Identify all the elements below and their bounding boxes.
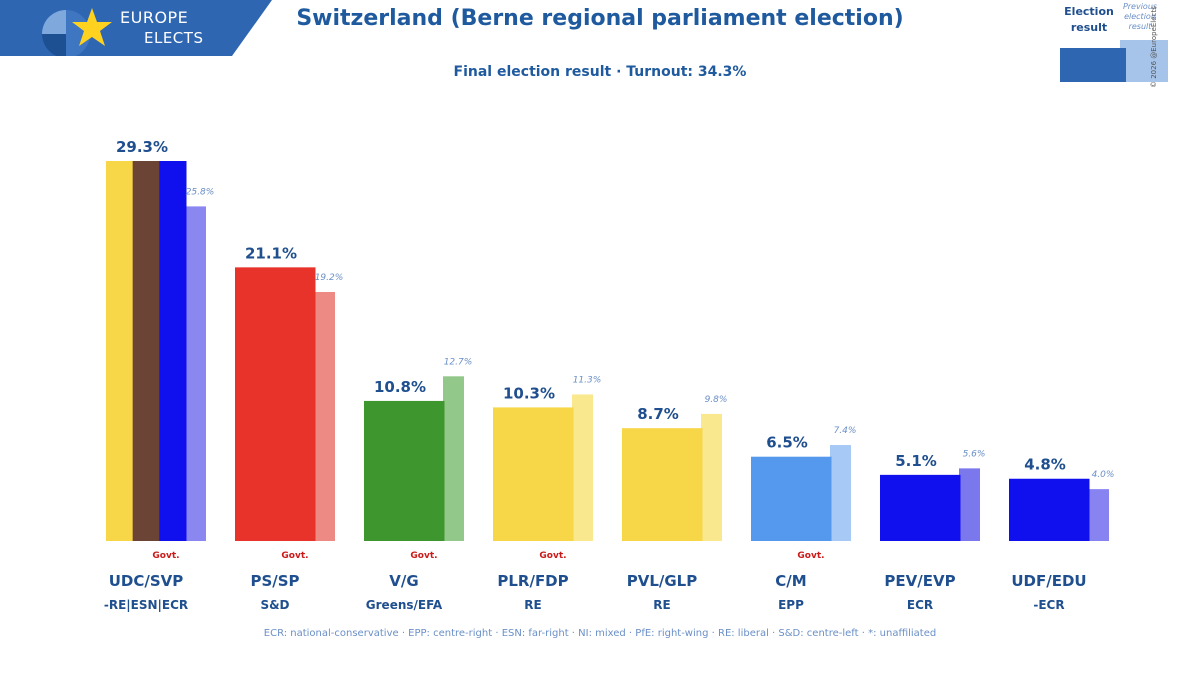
value-label: 8.7%	[637, 405, 679, 423]
previous-bar	[701, 413, 722, 541]
previous-value-label: 7.4%	[834, 426, 857, 436]
party-group-8	[1009, 478, 1109, 541]
legend-previous-label: Previous election result	[1122, 2, 1158, 31]
previous-bar	[959, 468, 980, 541]
party-group-3	[364, 376, 464, 541]
party-name-label: PVL/GLP	[627, 572, 698, 590]
party-name-label: UDC/SVP	[109, 572, 184, 590]
party-group-label: EPP	[778, 598, 804, 612]
result-bar	[364, 400, 445, 541]
party-group-label: RE	[524, 598, 541, 612]
value-label: 5.1%	[895, 452, 937, 470]
party-group-6	[751, 445, 851, 541]
result-bar	[235, 267, 316, 541]
value-label: 10.3%	[503, 384, 555, 402]
party-group-1	[106, 161, 206, 541]
previous-value-label: 4.0%	[1092, 470, 1115, 480]
party-group-label: -RE|ESN|ECR	[104, 598, 188, 612]
party-name-label: UDF/EDU	[1011, 572, 1086, 590]
result-bar	[1009, 478, 1090, 541]
result-bar	[106, 161, 134, 541]
previous-bar	[185, 206, 206, 541]
previous-bar	[443, 376, 464, 541]
govt-tag: Govt.	[797, 551, 824, 561]
logo-graphic	[0, 0, 272, 58]
value-label: 4.8%	[1024, 456, 1066, 474]
previous-value-label: 19.2%	[315, 273, 344, 283]
party-name-label: PS/SP	[250, 572, 299, 590]
party-name-label: V/G	[389, 572, 418, 590]
result-bar	[880, 474, 961, 541]
previous-value-label: 12.7%	[444, 357, 473, 367]
govt-tag: Govt.	[539, 551, 566, 561]
govt-tag: Govt.	[152, 551, 179, 561]
govt-tag: Govt.	[410, 551, 437, 561]
party-group-2	[235, 267, 335, 541]
legend-previous-swatch	[1120, 40, 1168, 82]
page-subtitle: Final election result · Turnout: 34.3%	[453, 64, 747, 80]
previous-bar	[572, 394, 593, 541]
party-name-label: C/M	[775, 572, 806, 590]
value-label: 6.5%	[766, 434, 808, 452]
legend-current-label: Election result	[1064, 5, 1114, 34]
previous-value-label: 9.8%	[705, 395, 728, 405]
europe-elects-logo: EUROPE ELECTS	[0, 0, 275, 58]
legend-swatches	[1060, 40, 1168, 82]
party-group-label: -ECR	[1033, 598, 1064, 612]
party-group-5	[622, 413, 722, 541]
party-group-label: RE	[653, 598, 670, 612]
value-label: 10.8%	[374, 378, 426, 396]
result-bar	[622, 428, 703, 541]
legend-current-swatch	[1060, 48, 1126, 82]
previous-value-label: 25.8%	[186, 187, 215, 197]
legend	[1055, 0, 1199, 92]
result-bar	[493, 407, 574, 541]
party-group-label: ECR	[907, 598, 933, 612]
party-group-label: S&D	[260, 598, 289, 612]
result-bar	[751, 456, 832, 541]
previous-bar	[314, 291, 335, 541]
page-title: Switzerland (Berne regional parliament e…	[296, 6, 904, 31]
party-group-4	[493, 394, 593, 541]
logo-line1: EUROPE	[120, 8, 189, 27]
logo-line2: ELECTS	[144, 29, 204, 47]
result-bar	[132, 161, 160, 541]
value-label: 29.3%	[116, 138, 168, 156]
footnote: ECR: national-conservative · EPP: centre…	[263, 628, 937, 639]
result-bar	[159, 161, 187, 541]
previous-value-label: 11.3%	[573, 375, 602, 385]
govt-tag: Govt.	[281, 551, 308, 561]
party-name-label: PLR/FDP	[497, 572, 568, 590]
party-group-7	[880, 468, 980, 541]
previous-value-label: 5.6%	[963, 449, 986, 459]
logo-text: EUROPE ELECTS	[120, 8, 203, 48]
party-group-label: Greens/EFA	[366, 598, 443, 612]
previous-bar	[1088, 489, 1109, 541]
party-name-label: PEV/EVP	[884, 572, 955, 590]
value-label: 21.1%	[245, 244, 297, 262]
star-icon	[72, 8, 112, 46]
previous-bar	[830, 445, 851, 541]
